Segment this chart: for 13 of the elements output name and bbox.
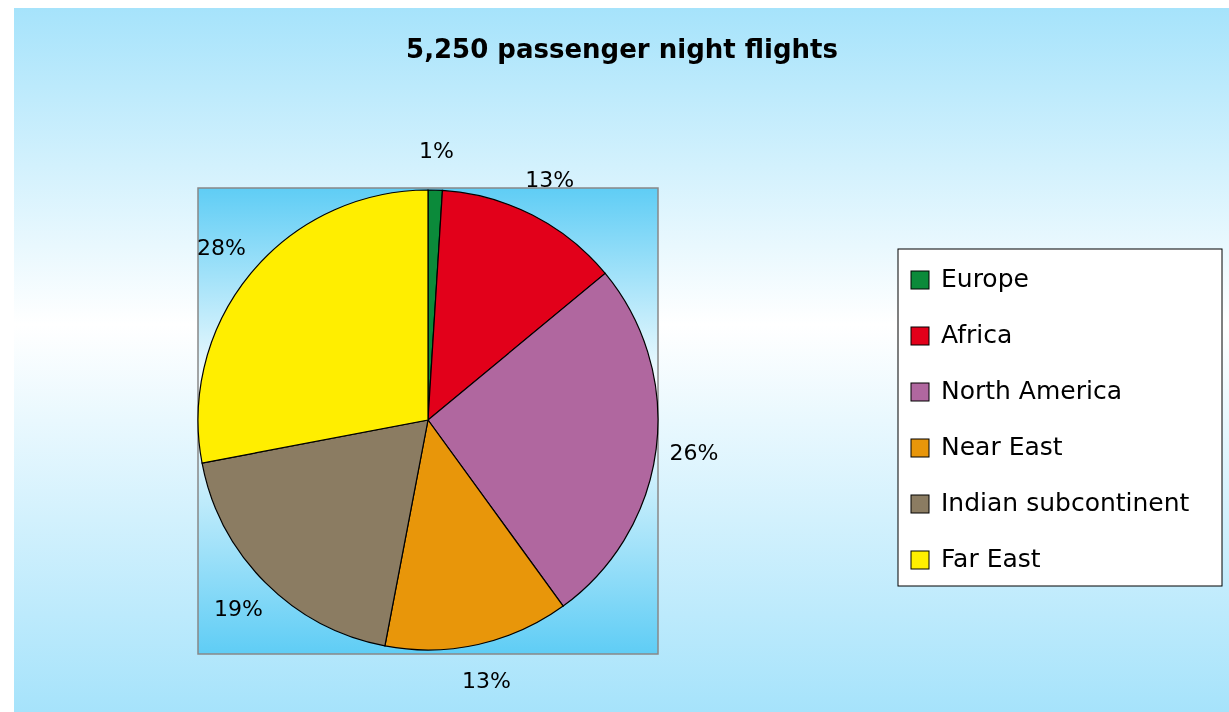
data-label: 26% <box>669 439 719 465</box>
data-label: 13% <box>462 667 511 693</box>
legend-label: Indian subcontinent <box>941 488 1190 517</box>
data-label: 19% <box>214 595 263 621</box>
chart-title: 5,250 passenger night flights <box>406 34 838 64</box>
legend-label: North America <box>941 376 1122 405</box>
data-label: 13% <box>525 167 575 193</box>
legend-label: Far East <box>941 544 1041 573</box>
legend-label: Near East <box>941 432 1063 461</box>
legend-label: Europe <box>941 264 1029 293</box>
data-label: 1% <box>418 138 454 164</box>
data-label: 28% <box>197 235 246 261</box>
legend-label: Africa <box>941 320 1013 349</box>
